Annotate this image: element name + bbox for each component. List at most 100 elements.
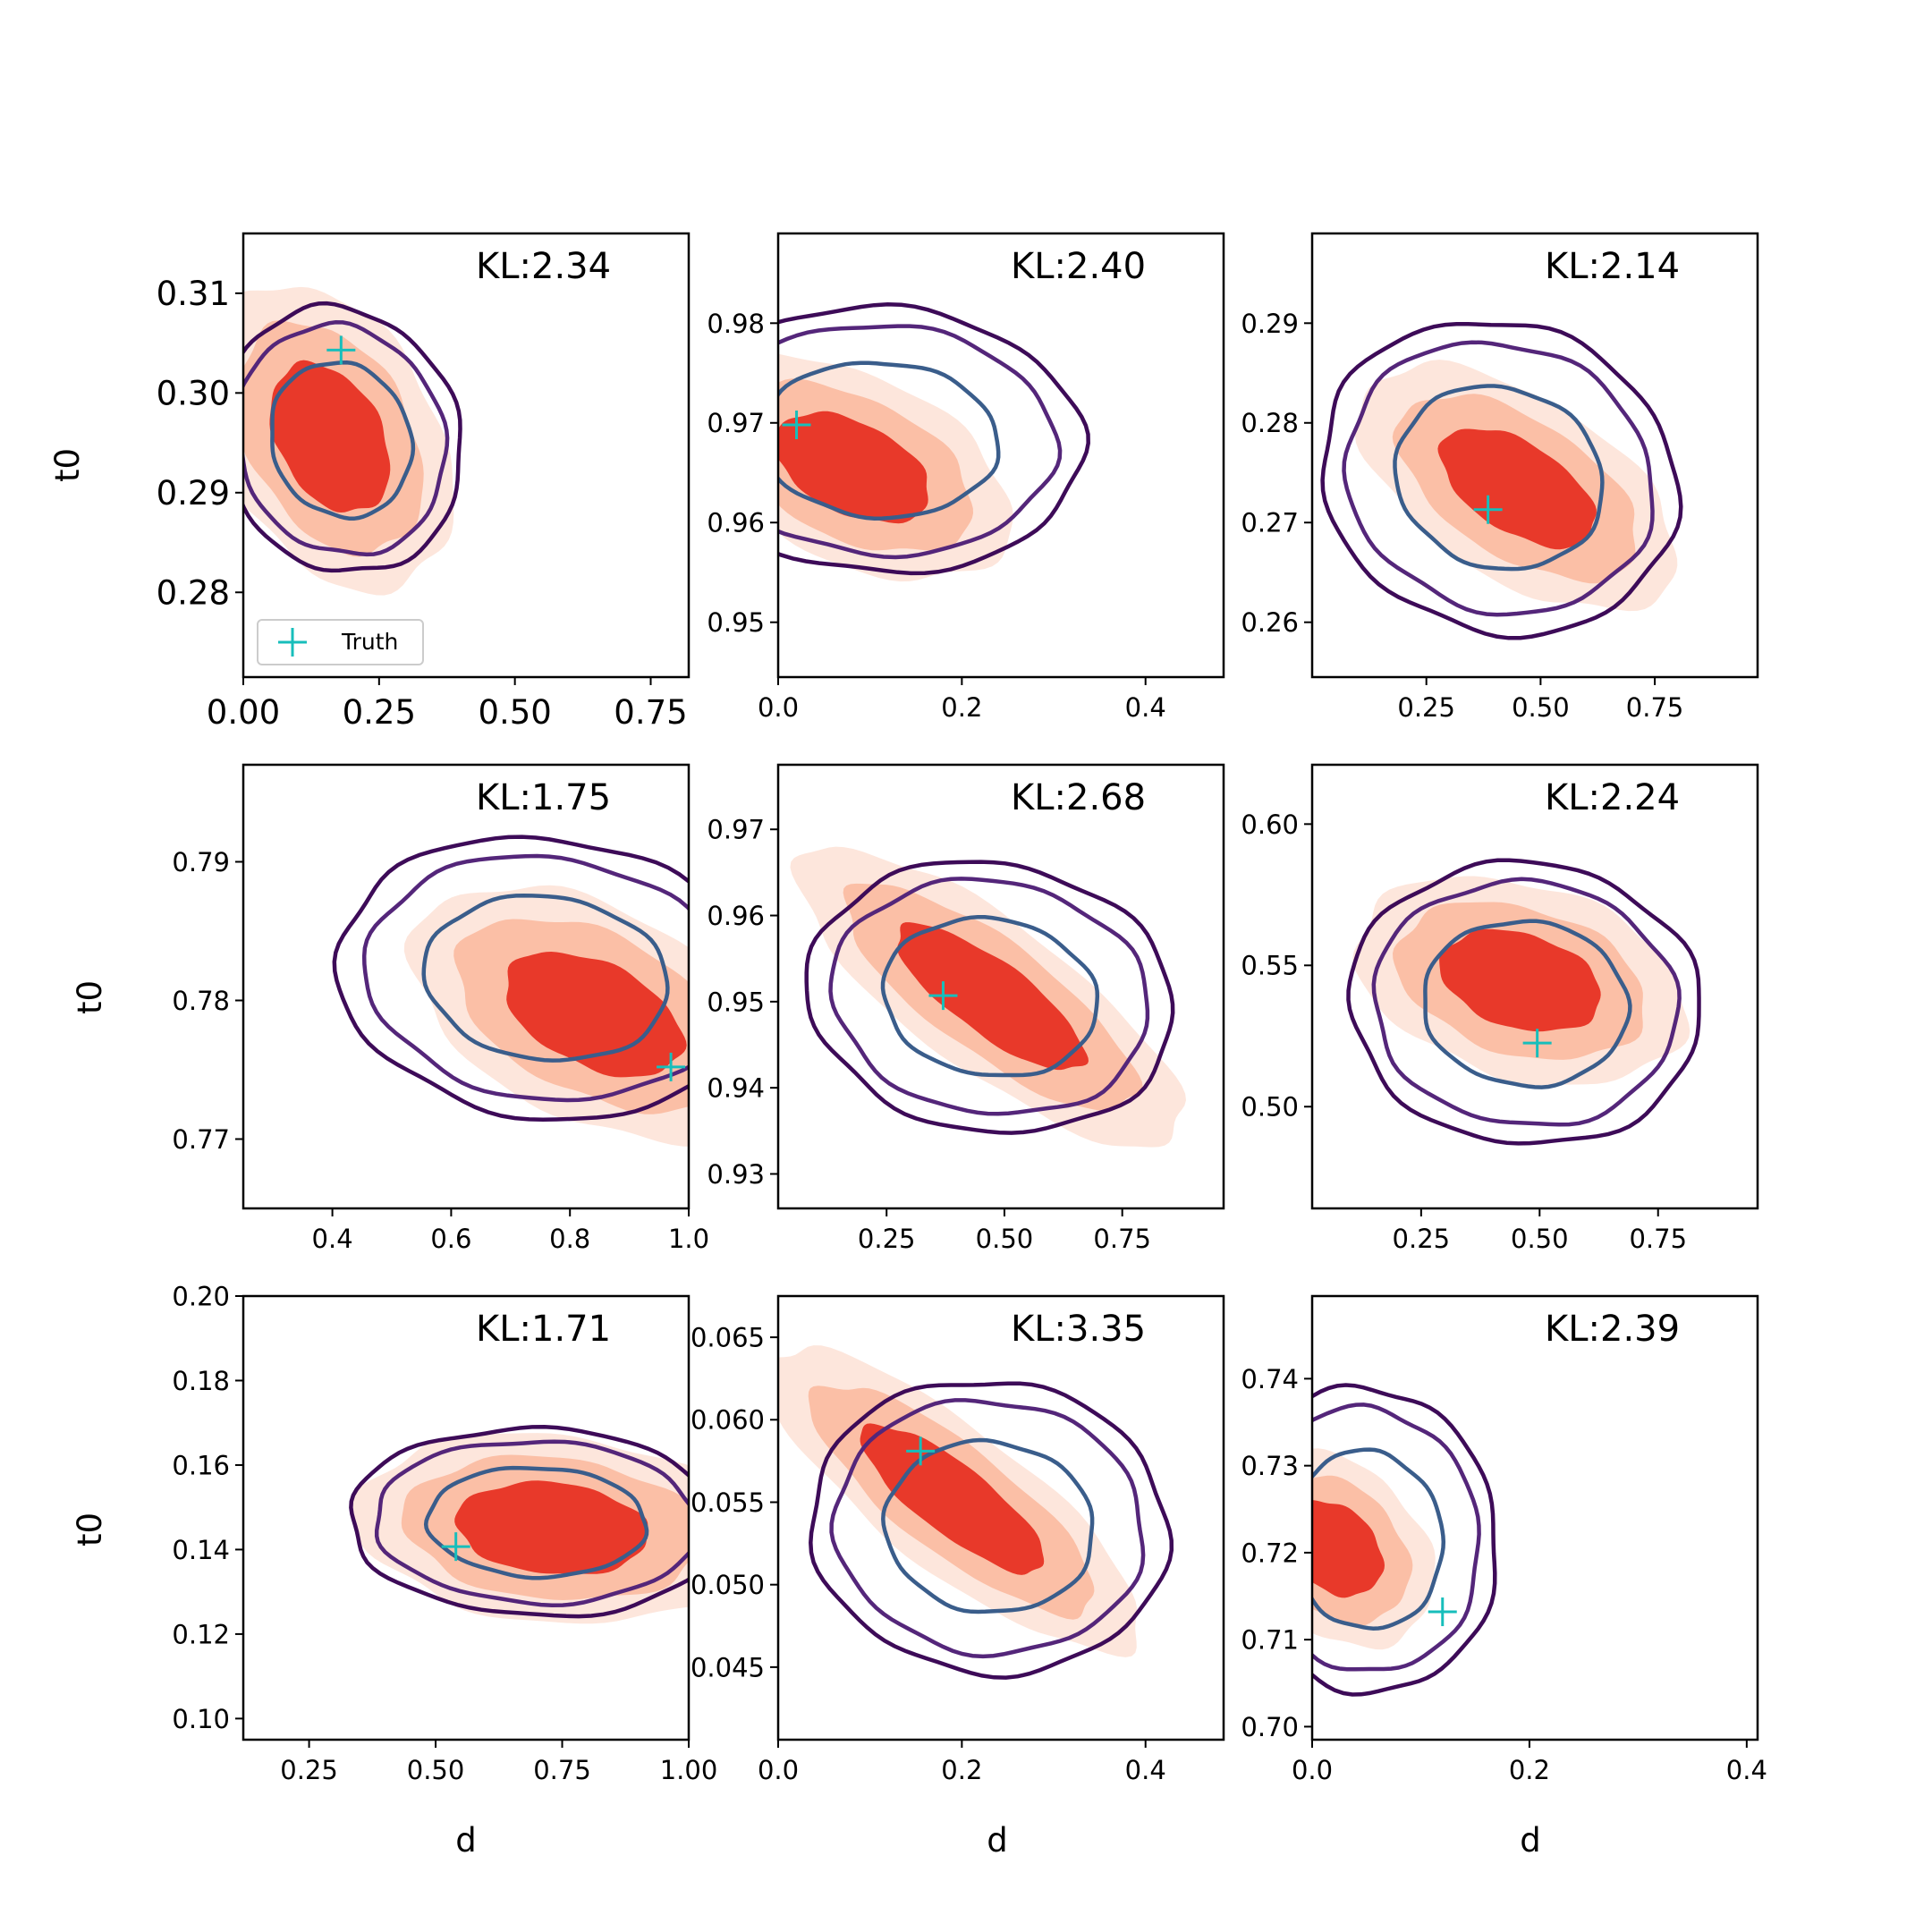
y-tick-label: 0.60: [1241, 809, 1299, 840]
contour-line-inner: [421, 893, 670, 1063]
truth-marker: [326, 335, 356, 365]
kl-annotation: KL:2.34: [476, 246, 611, 287]
plot-area: [332, 835, 689, 1147]
y-tick-label: 0.95: [707, 987, 765, 1017]
axes-frame: [242, 763, 691, 1210]
x-tick-label: 0.8: [549, 1224, 590, 1254]
contour-line-outer: [809, 1381, 1174, 1680]
x-tick-label: 0.0: [758, 692, 799, 723]
subplot-1: 0.00 0.25 0.50 0.75 0.28 0.29 0.30 0.31 KL:2.34 T…: [157, 232, 691, 732]
contour-line-inner: [423, 1465, 649, 1580]
x-tick-label: 0.25: [343, 693, 416, 732]
truth-marker: [1428, 1597, 1457, 1627]
axes-frame: [1310, 1294, 1759, 1741]
x-tick-label: 0.25: [858, 1224, 916, 1254]
kl-annotation: KL:2.68: [1011, 777, 1146, 818]
contour-line-inner: [880, 914, 1100, 1078]
plot-area: [778, 302, 1090, 582]
x-tick-label: 0.25: [280, 1755, 338, 1785]
x-tick-label: 0.50: [1512, 692, 1570, 723]
contour-line-outer: [243, 301, 462, 573]
ylabel-row1: t0: [48, 448, 87, 482]
contour-line-outer: [1320, 321, 1683, 640]
contour-line-mid: [361, 853, 689, 1103]
axes-frame: [776, 763, 1225, 1210]
contour-line-inner: [1423, 919, 1632, 1089]
contour-line-outer: [804, 860, 1175, 1135]
plot-area: [790, 846, 1186, 1148]
x-tick-label: 0.6: [430, 1224, 471, 1254]
truth-marker: [1473, 495, 1503, 524]
contour-line-inner: [1393, 384, 1605, 572]
subplot-9: 0.0 0.2 0.4 0.70 0.71 0.72 0.73 0.74 KL:2.39: [1241, 1294, 1767, 1785]
axes-frame: [776, 232, 1225, 679]
x-tick-label: 0.75: [533, 1755, 591, 1785]
truth-marker: [441, 1532, 470, 1562]
axes-frame: [776, 1294, 1225, 1741]
truth-marker: [906, 1436, 936, 1466]
x-tick-label: 0.50: [407, 1755, 465, 1785]
y-tick-label: 0.060: [691, 1405, 765, 1436]
y-tick-label: 0.27: [1241, 508, 1299, 538]
y-tick-label: 0.045: [691, 1652, 765, 1682]
kl-annotation: KL:2.39: [1545, 1309, 1680, 1350]
y-tick-label: 0.14: [172, 1535, 230, 1565]
subplot-3: 0.25 0.50 0.75 0.26 0.27 0.28 0.29 KL:2.14: [1241, 232, 1759, 723]
y-tick-label: 0.12: [172, 1619, 230, 1649]
contour-line-mid: [828, 877, 1150, 1116]
kl-annotation: KL:2.14: [1545, 246, 1680, 287]
contour-line-outer: [349, 1425, 689, 1619]
legend-box: [257, 619, 424, 665]
contour-line-mid: [1312, 1402, 1481, 1672]
contour-line-mid: [374, 1439, 689, 1608]
x-tick-label: 1.0: [668, 1224, 709, 1254]
y-tick-label: 0.050: [691, 1570, 765, 1600]
y-tick-label: 0.30: [157, 375, 230, 413]
plot-area: [1320, 321, 1683, 640]
contour-line-mid: [243, 320, 450, 557]
subplot-grid: 0.00 0.25 0.50 0.75 0.28 0.29 0.30 0.31 KL:2.34 T…: [157, 232, 1767, 1785]
y-tick-label: 0.73: [1241, 1451, 1299, 1481]
axes-frame: [1310, 232, 1759, 679]
x-tick-label: 0.2: [941, 692, 982, 723]
axes-frame: [242, 1294, 691, 1741]
y-tick-label: 0.16: [172, 1450, 230, 1480]
plot-area: [1346, 858, 1701, 1146]
contour-line-outer: [1346, 858, 1701, 1146]
y-tick-label: 0.55: [1241, 951, 1299, 981]
xlabel-col1: d: [455, 1821, 477, 1860]
x-tick-label: 0.0: [1292, 1755, 1333, 1785]
x-tick-label: 0.25: [1397, 692, 1455, 723]
density-fill-core: [1439, 928, 1601, 1032]
y-tick-label: 0.50: [1241, 1092, 1299, 1123]
y-tick-label: 0.055: [691, 1487, 765, 1518]
subplot-5: 0.25 0.50 0.75 0.93 0.94 0.95 0.96 0.97 KL:2.68: [707, 763, 1225, 1254]
subplot-7: 0.25 0.50 0.75 1.00 0.10 0.12 0.14 0.16 0.18 0.20…: [172, 1281, 717, 1785]
y-tick-label: 0.18: [172, 1366, 230, 1396]
y-tick-label: 0.97: [707, 815, 765, 845]
x-tick-label: 0.2: [941, 1755, 982, 1785]
y-tick-label: 0.72: [1241, 1538, 1299, 1568]
y-tick-label: 0.74: [1241, 1364, 1299, 1394]
kl-annotation: KL:1.71: [476, 1309, 611, 1350]
y-tick-label: 0.29: [1241, 309, 1299, 339]
contour-line-inner: [270, 360, 416, 521]
y-tick-label: 0.31: [157, 275, 230, 313]
subplot-4: 0.4 0.6 0.8 1.0 0.77 0.78 0.79 KL:1.75: [172, 763, 709, 1254]
y-tick-label: 0.10: [172, 1704, 230, 1734]
x-tick-label: 0.4: [1125, 692, 1166, 723]
truth-marker: [1522, 1029, 1552, 1058]
x-tick-label: 0.50: [478, 693, 551, 732]
y-tick-label: 0.70: [1241, 1712, 1299, 1742]
kl-annotation: KL:2.40: [1011, 246, 1146, 287]
y-tick-label: 0.94: [707, 1073, 765, 1104]
density-fill-core: [860, 1423, 1045, 1575]
x-tick-label: 0.75: [1093, 1224, 1151, 1254]
plot-area: [778, 1345, 1174, 1680]
y-tick-label: 0.77: [172, 1124, 230, 1155]
contour-line-inner: [778, 360, 1001, 521]
y-tick-label: 0.29: [157, 474, 230, 513]
legend: Truth: [257, 619, 424, 665]
contour-line-mid: [829, 1398, 1146, 1659]
x-tick-label: 0.50: [1511, 1224, 1569, 1254]
